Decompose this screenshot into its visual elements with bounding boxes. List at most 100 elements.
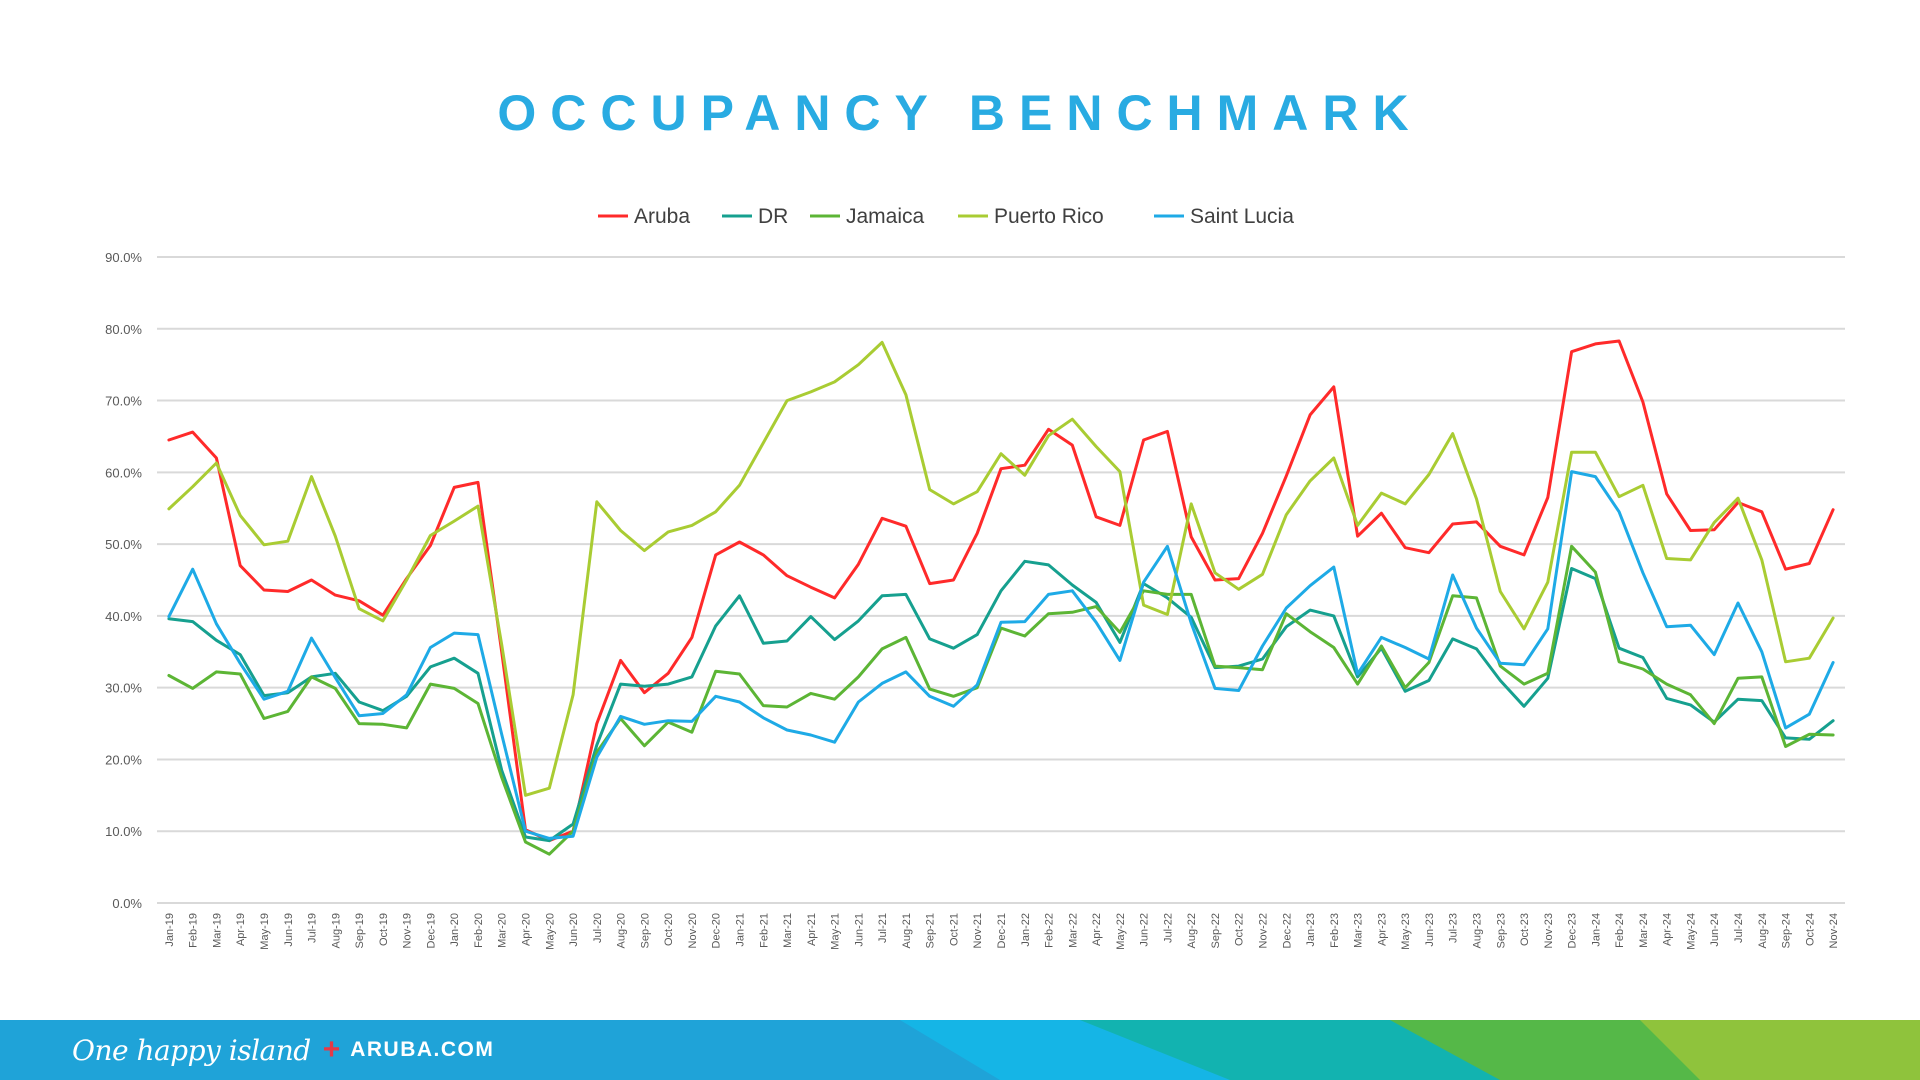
x-tick-label: Aug-21 <box>901 913 913 948</box>
legend-label: Jamaica <box>846 205 925 228</box>
page-title: OCCUPANCY BENCHMARK <box>497 85 1423 141</box>
x-tick-label: Dec-21 <box>996 913 1008 948</box>
x-tick-label: May-21 <box>830 913 842 950</box>
x-tick-label: May-20 <box>544 913 556 950</box>
x-tick-label: Aug-24 <box>1757 913 1769 948</box>
x-tick-label: Sep-22 <box>1210 913 1222 948</box>
x-tick-label: Nov-22 <box>1258 913 1270 948</box>
x-tick-label: Dec-23 <box>1567 913 1579 948</box>
x-tick-label: Mar-19 <box>211 913 223 948</box>
x-tick-label: Jul-19 <box>307 913 319 943</box>
x-tick-label: Mar-23 <box>1353 913 1365 948</box>
x-tick-label: Jun-23 <box>1424 913 1436 947</box>
x-tick-label: Nov-24 <box>1828 913 1840 948</box>
x-tick-label: May-23 <box>1400 913 1412 950</box>
legend-label: DR <box>758 205 788 228</box>
footer-site-link[interactable]: ARUBA.COM <box>350 1038 495 1061</box>
x-tick-label: Apr-19 <box>235 913 247 946</box>
x-tick-label: Jan-23 <box>1305 913 1317 947</box>
x-tick-label: Dec-20 <box>711 913 723 948</box>
x-tick-label: Oct-22 <box>1234 913 1246 946</box>
x-tick-label: Mar-21 <box>782 913 794 948</box>
x-tick-label: Feb-21 <box>758 913 770 948</box>
x-tick-label: Apr-24 <box>1662 913 1674 946</box>
x-tick-label: Nov-19 <box>402 913 414 948</box>
x-tick-label: Sep-23 <box>1495 913 1507 948</box>
legend-label: Saint Lucia <box>1190 205 1294 228</box>
x-tick-label: Mar-22 <box>1067 913 1079 948</box>
x-tick-label: Feb-24 <box>1614 913 1626 948</box>
x-tick-label: Aug-23 <box>1471 913 1483 948</box>
x-tick-label: Apr-21 <box>806 913 818 946</box>
x-tick-label: Mar-20 <box>497 913 509 948</box>
x-tick-label: Aug-22 <box>1186 913 1198 948</box>
series-line-dr <box>167 559 1835 843</box>
x-tick-label: Jun-24 <box>1709 913 1721 947</box>
footer-band: One happy island + ARUBA.COM <box>0 1020 1920 1080</box>
x-tick-label: Jan-24 <box>1590 913 1602 947</box>
gridlines <box>157 256 1845 904</box>
x-tick-label: Nov-20 <box>687 913 699 948</box>
x-tick-label: Feb-23 <box>1329 913 1341 948</box>
legend-label: Puerto Rico <box>994 205 1104 228</box>
y-tick-label: 60.0% <box>105 465 142 480</box>
series-line-jamaica <box>167 544 1835 856</box>
x-tick-label: Aug-20 <box>616 913 628 948</box>
x-tick-label: Jan-20 <box>449 913 461 947</box>
legend-label: Aruba <box>634 205 690 228</box>
x-tick-label: Oct-21 <box>948 913 960 946</box>
y-tick-label: 90.0% <box>105 250 142 265</box>
x-tick-label: Oct-23 <box>1519 913 1531 946</box>
y-tick-label: 20.0% <box>105 752 142 767</box>
x-tick-label: Jul-20 <box>592 913 604 943</box>
y-tick-label: 10.0% <box>105 824 142 839</box>
footer-brand: One happy island + ARUBA.COM <box>72 1032 494 1068</box>
series-lines <box>167 339 1835 856</box>
x-tick-label: Sep-24 <box>1781 913 1793 948</box>
x-tick-label: Jul-23 <box>1448 913 1460 943</box>
x-tick-label: Feb-22 <box>1044 913 1056 948</box>
x-tick-label: Feb-20 <box>473 913 485 948</box>
footer-band-lime <box>1640 1020 1920 1080</box>
legend-item-puerto-rico: Puerto Rico <box>958 205 1104 228</box>
x-tick-label: Oct-24 <box>1804 913 1816 946</box>
footer-band-teal <box>1080 1020 1500 1080</box>
x-tick-label: Dec-19 <box>425 913 437 948</box>
x-tick-label: Apr-20 <box>521 913 533 946</box>
x-tick-label: Mar-24 <box>1638 913 1650 948</box>
y-tick-label: 40.0% <box>105 609 142 624</box>
x-tick-label: Jul-24 <box>1733 913 1745 943</box>
x-tick-label: Dec-22 <box>1281 913 1293 948</box>
x-tick-label: Jul-22 <box>1162 913 1174 943</box>
x-axis-tick-labels: Jan-19 Feb-19 Mar-19 Apr-19 May-19 Jun-19 Jul-… <box>164 913 1840 950</box>
series-line-aruba <box>167 339 1835 843</box>
x-tick-label: Apr-22 <box>1091 913 1103 946</box>
y-axis-tick-labels: 0.0% 10.0% 20.0% 30.0% 40.0% 50.0% 60.0% 70.0% 8… <box>105 250 142 911</box>
legend-item-saint-lucia: Saint Lucia <box>1154 205 1294 228</box>
x-tick-label: Jan-19 <box>164 913 176 947</box>
footer-color-band <box>0 1020 1920 1080</box>
y-tick-label: 0.0% <box>112 896 142 911</box>
series-line-puerto-rico <box>167 340 1835 797</box>
x-tick-label: Nov-21 <box>972 913 984 948</box>
series-line-saint-lucia <box>167 470 1835 840</box>
y-tick-label: 80.0% <box>105 322 142 337</box>
x-tick-label: Feb-19 <box>188 913 200 948</box>
x-tick-label: Jun-19 <box>283 913 295 947</box>
x-tick-label: Jun-21 <box>853 913 865 947</box>
footer-plus-mark: + <box>322 1033 341 1066</box>
x-tick-label: Sep-21 <box>925 913 937 948</box>
x-tick-label: Jun-22 <box>1139 913 1151 947</box>
footer-tagline: One happy island <box>72 1033 311 1067</box>
x-tick-label: Nov-23 <box>1543 913 1555 948</box>
x-tick-label: Jun-20 <box>568 913 580 947</box>
x-tick-label: Sep-19 <box>354 913 366 948</box>
x-tick-label: Sep-20 <box>639 913 651 948</box>
x-tick-label: Aug-19 <box>330 913 342 948</box>
x-tick-label: Oct-19 <box>378 913 390 946</box>
x-tick-label: Apr-23 <box>1376 913 1388 946</box>
legend: Aruba DR Jamaica Puerto Rico Saint Lucia <box>598 205 1294 228</box>
y-tick-label: 50.0% <box>105 537 142 552</box>
legend-item-dr: DR <box>722 205 788 228</box>
